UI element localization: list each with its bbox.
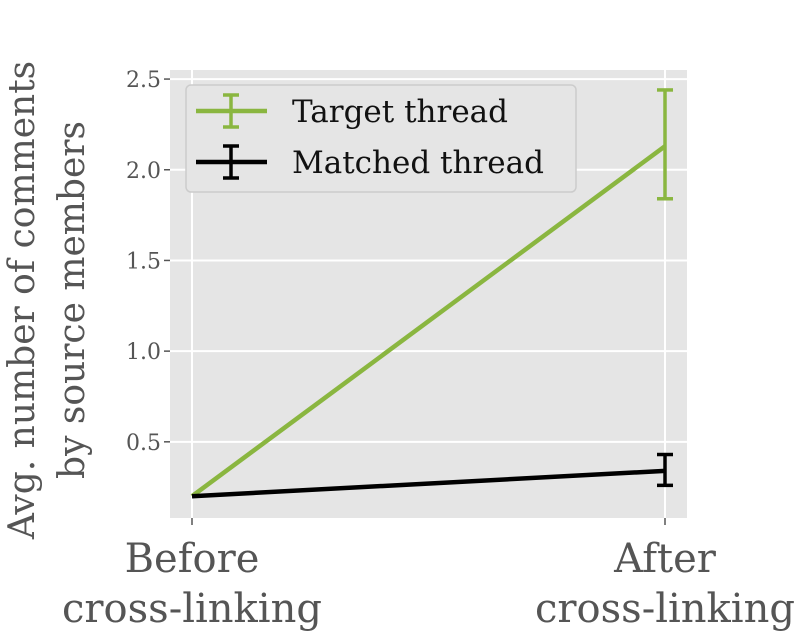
x-tick-label: Before cross-linking [62, 536, 322, 632]
y-tick-label: 1.0 [126, 340, 161, 365]
series-line [191, 468, 666, 499]
legend: Target thread Matched thread [185, 84, 577, 193]
series-line [190, 144, 667, 499]
axis: 0.5 1.0 1.5 2.0 2.5 Before cross-linking After c… [2, 61, 795, 632]
y-tick-label: 2.0 [126, 159, 161, 184]
series-layer [190, 88, 673, 499]
legend-label: Target thread [292, 94, 508, 130]
x-tick-label: After cross-linking [535, 536, 795, 632]
y-tick-label: 2.5 [126, 68, 161, 93]
y-tick-label: 0.5 [126, 431, 161, 456]
legend-label: Matched thread [292, 145, 544, 181]
y-axis-title: Avg. number of comments by source members [2, 61, 93, 540]
legend-box [185, 84, 577, 193]
y-tick-label: 1.5 [126, 249, 161, 274]
